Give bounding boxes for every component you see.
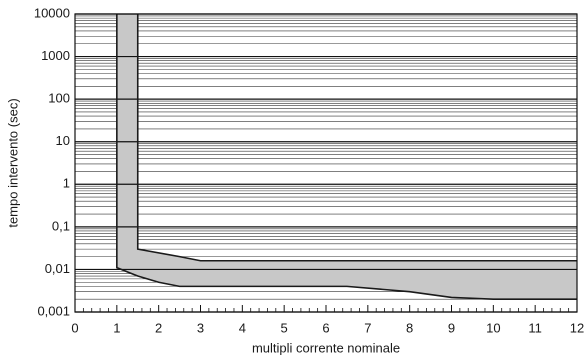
x-tick-label: 11 xyxy=(528,320,542,335)
x-tick-label: 10 xyxy=(486,320,500,335)
y-tick-label: 100 xyxy=(48,91,70,106)
x-axis-label: multipli corrente nominale xyxy=(252,340,400,355)
x-tick-label: 6 xyxy=(322,320,329,335)
y-tick-label: 0,1 xyxy=(52,218,70,233)
x-tick-label: 8 xyxy=(406,320,413,335)
y-tick-label: 1000 xyxy=(41,48,70,63)
band-fill xyxy=(116,14,577,300)
x-tick-label: 4 xyxy=(239,320,246,335)
x-tick-label: 1 xyxy=(113,320,120,335)
plot-frame xyxy=(74,13,578,313)
x-tick-label: 5 xyxy=(281,320,288,335)
x-tick-label: 9 xyxy=(448,320,455,335)
x-tick-label: 7 xyxy=(364,320,371,335)
y-tick-label: 1 xyxy=(63,176,70,191)
y-tick-label: 10000 xyxy=(34,5,70,20)
curve-line xyxy=(116,14,577,300)
x-tick-label: 12 xyxy=(570,320,584,335)
x-tick-label: 2 xyxy=(155,320,162,335)
y-tick-label: 0,01 xyxy=(45,261,70,276)
x-tick-label: 3 xyxy=(197,320,204,335)
y-tick-label: 10 xyxy=(56,133,70,148)
x-tick-label: 0 xyxy=(71,320,78,335)
y-tick-label: 0,001 xyxy=(37,303,70,318)
curve-line xyxy=(136,14,577,262)
y-axis-label: tempo intervento (sec) xyxy=(5,98,20,227)
